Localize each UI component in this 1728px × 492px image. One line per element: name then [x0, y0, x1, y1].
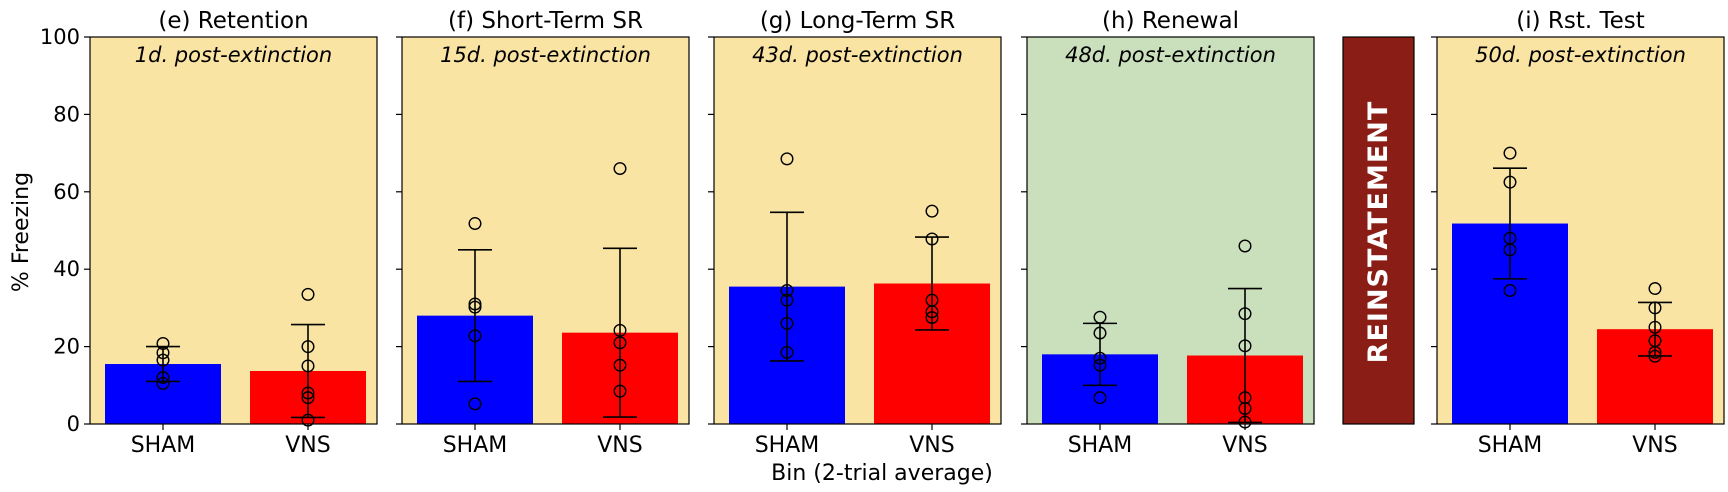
reinstatement-label: REINSTATEMENT [1363, 101, 1394, 364]
data-point [468, 397, 482, 411]
reinstatement-panel [1342, 36, 1415, 425]
x-tick-label: VNS [909, 433, 954, 458]
x-tick-label: VNS [285, 433, 330, 458]
panel-title: (g) Long-Term SR [760, 8, 955, 34]
panels: (e) Retention 1d. post-extinction SHAM VNS 0… [40, 8, 1725, 458]
panel-frame [89, 36, 378, 425]
panel-subtitle: 48d. post-extinction [1065, 43, 1276, 67]
y-tick-label: 100 [40, 25, 80, 49]
y-tick-label: 80 [53, 102, 80, 126]
panel-title: (e) Retention [158, 8, 308, 34]
panel-5: (i) Rst. Test 50d. post-extinction SHAM VNS [1431, 8, 1725, 458]
reinstatement-divider: REINSTATEMENT [1342, 36, 1415, 425]
panel-frame [713, 36, 1002, 425]
data-point [1648, 282, 1662, 296]
x-tick-label: SHAM [1478, 433, 1543, 458]
y-tick-label: 20 [53, 335, 80, 359]
panel-3: (g) Long-Term SR 43d. post-extinction SHAM… [708, 8, 1002, 458]
y-axis-label-layer: % Freezing [9, 172, 34, 292]
data-point [1093, 391, 1107, 405]
y-tick-label: 60 [53, 180, 80, 204]
x-tick-label: VNS [1632, 433, 1677, 458]
panel-1: (e) Retention 1d. post-extinction SHAM VNS 0… [40, 8, 378, 458]
data-point [613, 162, 627, 176]
data-point [301, 287, 315, 301]
panel-frame [1436, 36, 1725, 425]
panel-title: (h) Renewal [1102, 8, 1239, 34]
y-axis-label: % Freezing [9, 172, 34, 292]
panel-title: (f) Short-Term SR [448, 8, 643, 34]
x-axis-label: Bin (2-trial average) [771, 461, 993, 486]
y-tick-label: 40 [53, 257, 80, 281]
x-tick-label: SHAM [1068, 433, 1133, 458]
panel-subtitle: 43d. post-extinction [752, 43, 963, 67]
x-tick-label: SHAM [443, 433, 508, 458]
panel-4: (h) Renewal 48d. post-extinction SHAM VNS [1021, 8, 1315, 458]
data-point [1238, 239, 1252, 253]
panel-subtitle: 15d. post-extinction [440, 43, 651, 67]
panel-frame [401, 36, 690, 425]
data-point [925, 204, 939, 218]
data-point [1503, 146, 1517, 160]
x-tick-label: SHAM [131, 433, 196, 458]
x-tick-label: VNS [597, 433, 642, 458]
panel-subtitle: 1d. post-extinction [135, 43, 332, 67]
panel-2: (f) Short-Term SR 15d. post-extinction SHA… [396, 8, 690, 458]
data-point [1503, 283, 1517, 297]
data-point [468, 217, 482, 231]
x-tick-label: VNS [1222, 433, 1267, 458]
x-axis-label-layer: Bin (2-trial average) [771, 461, 993, 486]
panel-frame [1026, 36, 1315, 425]
panel-background [90, 37, 377, 424]
data-point [780, 152, 794, 166]
y-tick-label: 0 [67, 412, 80, 436]
panel-title: (i) Rst. Test [1516, 8, 1645, 34]
x-tick-label: SHAM [755, 433, 820, 458]
panel-subtitle: 50d. post-extinction [1475, 43, 1686, 67]
